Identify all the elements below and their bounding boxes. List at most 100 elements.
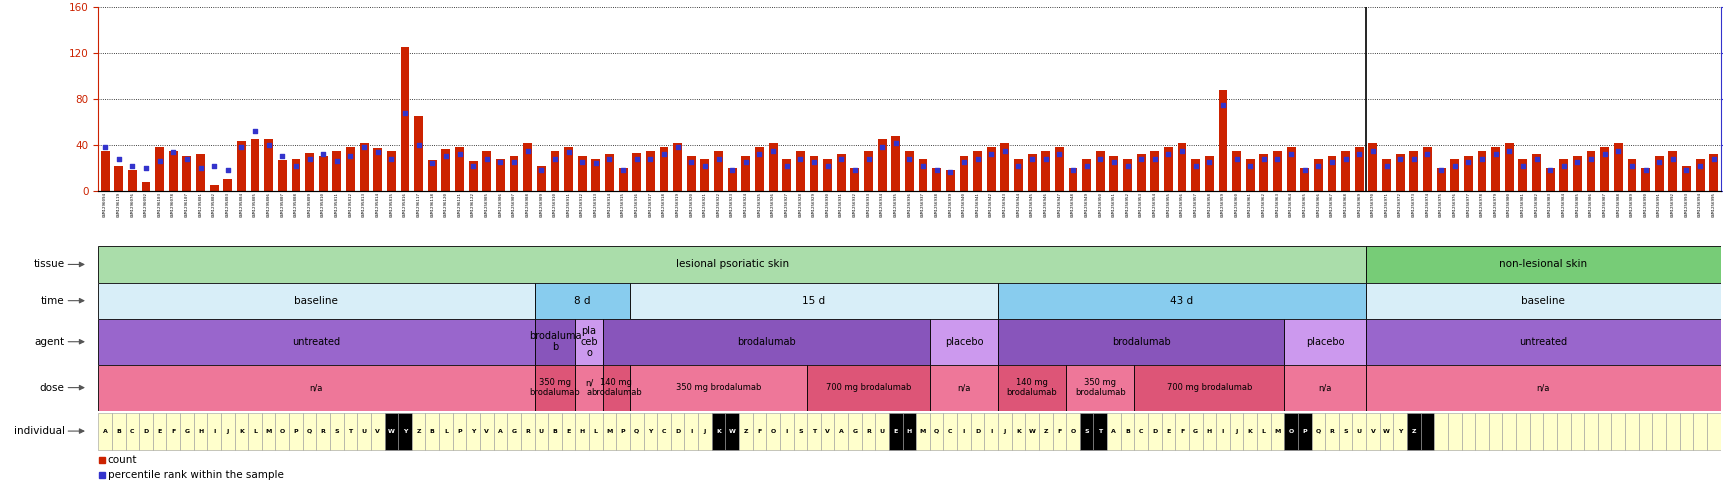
Bar bbox=[1135, 154, 1144, 191]
Bar bbox=[1447, 412, 1461, 450]
Point bbox=[718, 166, 746, 174]
Bar bbox=[1191, 158, 1199, 191]
Text: GSM1256939: GSM1256939 bbox=[948, 192, 951, 217]
Text: O: O bbox=[279, 428, 284, 434]
Bar bbox=[1134, 365, 1284, 411]
Point bbox=[813, 162, 841, 170]
Bar bbox=[674, 142, 682, 191]
Point bbox=[527, 166, 555, 174]
Text: placebo: placebo bbox=[1306, 337, 1344, 347]
Bar bbox=[482, 151, 491, 191]
Bar bbox=[1434, 412, 1447, 450]
Bar bbox=[929, 319, 998, 365]
Text: GSM1256987: GSM1256987 bbox=[1602, 192, 1606, 217]
Bar bbox=[1285, 147, 1294, 191]
Point bbox=[582, 159, 610, 167]
Point bbox=[1385, 155, 1413, 162]
Bar bbox=[98, 319, 534, 365]
Point bbox=[1318, 158, 1346, 166]
Bar bbox=[1664, 412, 1678, 450]
Bar bbox=[960, 156, 968, 191]
Text: GSM1295805: GSM1295805 bbox=[253, 192, 257, 217]
Text: GSM1296107: GSM1296107 bbox=[184, 192, 190, 217]
Point bbox=[1535, 166, 1563, 174]
Bar bbox=[1420, 412, 1434, 450]
Point bbox=[1044, 150, 1072, 158]
Text: Z: Z bbox=[743, 428, 748, 434]
Text: Y: Y bbox=[470, 428, 476, 434]
Text: GSM1256962: GSM1256962 bbox=[1261, 192, 1265, 217]
Text: GSM1256975: GSM1256975 bbox=[1439, 192, 1442, 217]
Point bbox=[758, 147, 786, 155]
Point bbox=[1235, 162, 1263, 170]
Point bbox=[336, 153, 364, 160]
Text: GSM1256947: GSM1256947 bbox=[1056, 192, 1061, 217]
Bar bbox=[100, 151, 110, 191]
Bar bbox=[1053, 412, 1065, 450]
Bar bbox=[412, 412, 426, 450]
Text: GSM1256961: GSM1256961 bbox=[1247, 192, 1251, 217]
Text: GSM1296117: GSM1296117 bbox=[417, 192, 420, 217]
Point bbox=[458, 162, 486, 170]
Bar bbox=[698, 412, 712, 450]
Text: dose: dose bbox=[40, 383, 64, 393]
Text: D: D bbox=[1151, 428, 1156, 434]
Bar bbox=[889, 412, 903, 450]
Point bbox=[1154, 150, 1182, 158]
Bar bbox=[400, 47, 408, 191]
Bar bbox=[1161, 412, 1175, 450]
Text: tissue: tissue bbox=[33, 259, 64, 270]
Text: W: W bbox=[388, 428, 395, 434]
Point bbox=[1018, 155, 1046, 162]
Bar bbox=[998, 319, 1284, 365]
Bar bbox=[510, 156, 519, 191]
Bar bbox=[153, 412, 167, 450]
Text: GSM1295803: GSM1295803 bbox=[226, 192, 229, 217]
Text: GSM1256946: GSM1256946 bbox=[1042, 192, 1048, 217]
Point bbox=[622, 155, 650, 162]
Text: W: W bbox=[729, 428, 736, 434]
Bar bbox=[765, 412, 779, 450]
Text: I: I bbox=[689, 428, 693, 434]
Bar bbox=[632, 153, 641, 191]
Text: GSM1256918: GSM1256918 bbox=[662, 192, 665, 217]
Bar bbox=[1365, 365, 1720, 411]
Bar bbox=[1585, 151, 1594, 191]
Bar bbox=[700, 158, 708, 191]
Text: GSM1256990: GSM1256990 bbox=[1642, 192, 1647, 217]
Bar bbox=[1368, 142, 1377, 191]
Point bbox=[1168, 147, 1196, 155]
Text: F: F bbox=[756, 428, 762, 434]
Bar bbox=[1134, 412, 1148, 450]
Text: GSM1256948: GSM1256948 bbox=[1070, 192, 1075, 217]
Text: 350 mg brodalumab: 350 mg brodalumab bbox=[675, 383, 762, 392]
Bar bbox=[343, 412, 357, 450]
Bar bbox=[1518, 158, 1527, 191]
Text: untreated: untreated bbox=[1518, 337, 1566, 347]
Point bbox=[1072, 162, 1099, 170]
Text: GSM1256971: GSM1256971 bbox=[1384, 192, 1387, 217]
Text: GSM1295807: GSM1295807 bbox=[281, 192, 284, 217]
Bar bbox=[98, 246, 1365, 283]
Text: Y: Y bbox=[403, 428, 407, 434]
Text: GSM1256927: GSM1256927 bbox=[784, 192, 787, 217]
Point bbox=[555, 148, 582, 156]
Text: GSM1296121: GSM1296121 bbox=[457, 192, 462, 217]
Text: non-lesional skin: non-lesional skin bbox=[1499, 259, 1587, 270]
Text: GSM1256958: GSM1256958 bbox=[1206, 192, 1211, 217]
Bar bbox=[575, 412, 589, 450]
Bar bbox=[891, 136, 899, 191]
Bar bbox=[848, 412, 862, 450]
Bar bbox=[1627, 158, 1635, 191]
Text: GSM1256913: GSM1256913 bbox=[593, 192, 598, 217]
Bar bbox=[956, 412, 970, 450]
Text: H: H bbox=[579, 428, 584, 434]
Text: GSM1295812: GSM1295812 bbox=[348, 192, 351, 217]
Text: GSM1256932: GSM1256932 bbox=[853, 192, 856, 217]
Bar bbox=[1556, 412, 1570, 450]
Text: U: U bbox=[539, 428, 543, 434]
Bar bbox=[140, 412, 153, 450]
Bar bbox=[1351, 412, 1365, 450]
Bar bbox=[1122, 158, 1132, 191]
Text: GSM1256949: GSM1256949 bbox=[1084, 192, 1087, 217]
